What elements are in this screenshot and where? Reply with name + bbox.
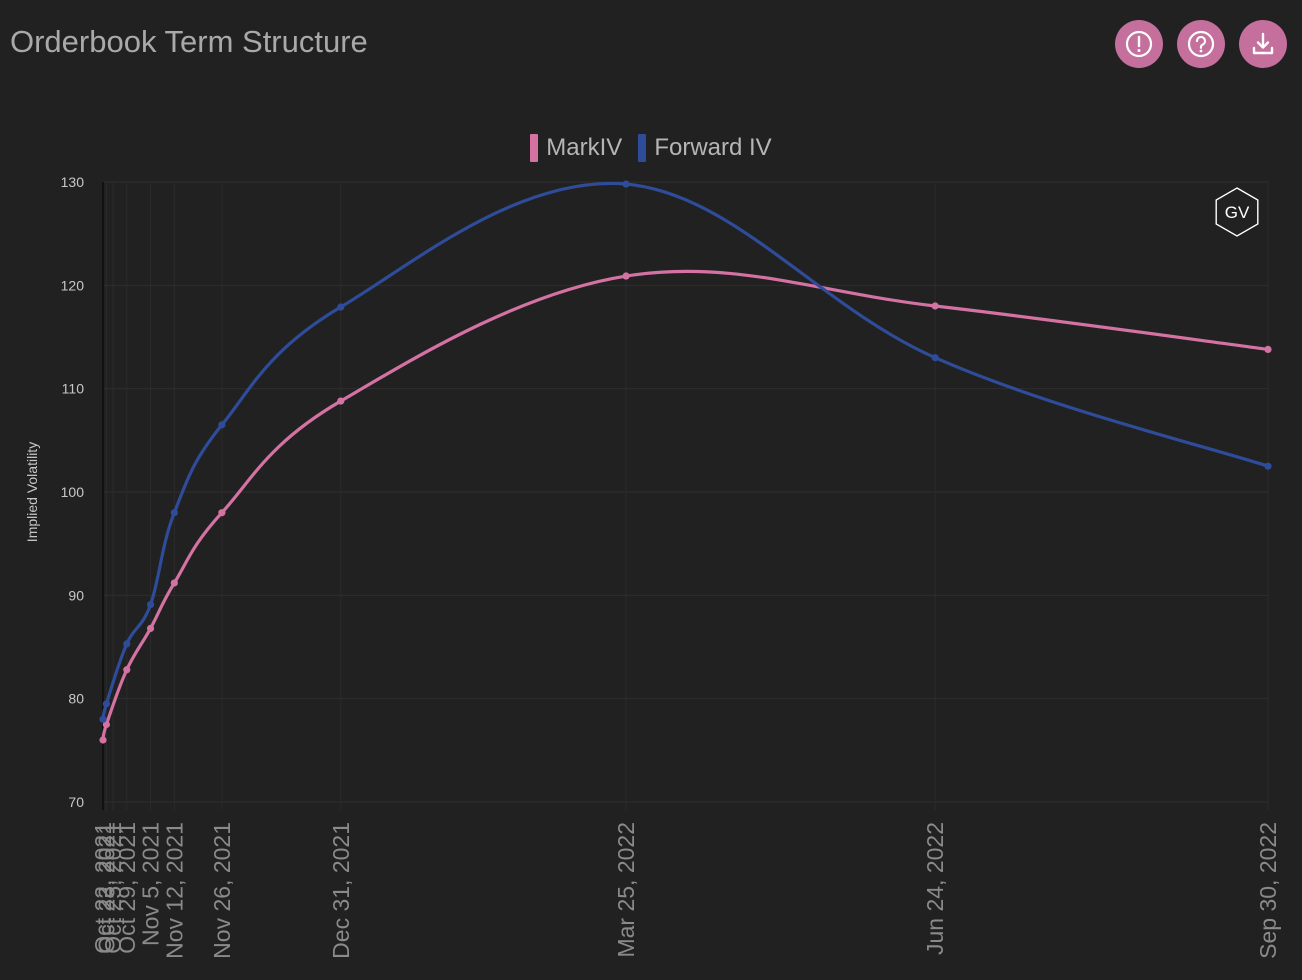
x-tick-label: Dec 31, 2021 [328,822,354,959]
data-point-markiv [102,720,110,729]
series-line-markiv [101,269,1270,742]
legend-label-markiv: MarkIV [546,134,623,161]
x-tick-label: Oct 25, 2021 [100,822,126,954]
series-line-forward-iv [101,181,1270,721]
data-point-forward-iv [1264,462,1272,470]
gv-logo-icon [1215,187,1259,237]
download-icon [1252,32,1274,55]
x-tick-label: Nov 26, 2021 [209,822,235,959]
data-point-forward-iv [337,303,345,311]
data-point-markiv [218,509,226,517]
x-tick-label: Nov 5, 2021 [138,822,164,946]
legend-label-forward-iv: Forward IV [654,134,772,161]
y-axis-label: Implied Volatility [24,442,40,542]
x-tick-label: Oct 29, 2021 [114,822,140,954]
y-tick-label: 90 [68,587,84,603]
legend-item-markiv[interactable]: MarkIV [530,134,622,162]
legend-item-forward-iv[interactable]: Forward IV [638,134,772,162]
y-tick-label: 110 [62,381,85,397]
toolbar [1115,20,1287,68]
data-point-forward-iv [170,509,178,517]
x-tick-label: Mar 25, 2022 [613,822,639,958]
data-point-markiv [146,624,155,633]
info-icon [1125,30,1153,58]
data-point-forward-iv [146,601,155,609]
data-point-forward-iv [99,715,107,723]
gv-logo-text: GV [1225,203,1250,222]
data-point-markiv [170,579,178,587]
x-tick-label: Nov 12, 2021 [161,822,187,959]
x-tick-label: Oct 22, 2021 [90,822,116,954]
x-tick-label: Jun 24, 2022 [922,822,948,955]
data-point-markiv [99,736,107,744]
data-point-forward-iv [622,180,630,188]
legend-swatch-markiv [530,134,539,162]
legend-swatch-forward-iv [638,134,647,162]
x-tick-label: Oct 23, 2021 [93,822,119,954]
data-point-markiv [1264,345,1272,353]
download-button[interactable] [1239,20,1287,68]
data-point-markiv [337,397,345,405]
data-point-forward-iv [218,421,226,429]
data-point-forward-iv [102,700,110,708]
data-point-markiv [622,272,630,280]
y-tick-label: 100 [61,484,85,500]
data-point-markiv [123,666,131,674]
data-point-markiv [931,302,939,310]
y-tick-label: 70 [68,794,84,810]
help-icon [1187,30,1215,58]
chart-legend: MarkIV Forward IV [0,134,1302,162]
data-point-forward-iv [123,640,131,648]
info-button[interactable] [1115,20,1163,68]
data-point-forward-iv [931,354,939,362]
y-tick-label: 80 [68,691,84,707]
page-title: Orderbook Term Structure [10,24,368,59]
y-tick-label: 130 [61,174,85,190]
x-tick-label: Sep 30, 2022 [1255,822,1281,959]
y-tick-label: 120 [61,277,85,293]
help-button[interactable] [1177,20,1225,68]
